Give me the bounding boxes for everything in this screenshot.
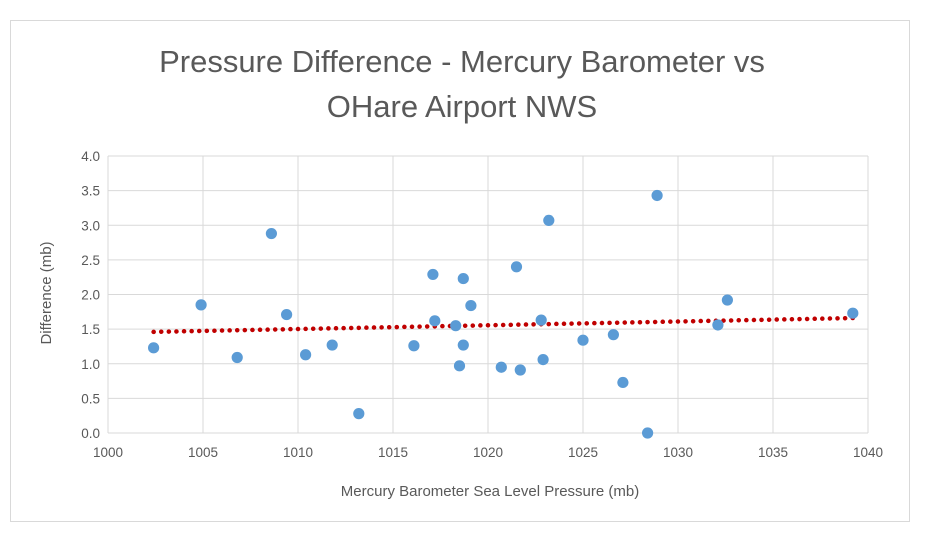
data-point	[617, 376, 629, 389]
gridlines	[107, 155, 869, 434]
data-point	[847, 307, 859, 319]
x-tick-label: 1040	[853, 445, 883, 460]
data-point	[231, 351, 243, 364]
y-tick-label: 0.5	[81, 391, 100, 406]
trendline	[151, 315, 856, 335]
y-tick-label: 2.0	[81, 288, 100, 303]
data-points	[148, 189, 859, 439]
x-tick-label: 1015	[378, 445, 408, 460]
data-point	[607, 329, 620, 341]
data-point	[300, 349, 312, 361]
data-point	[326, 339, 338, 351]
data-point	[408, 340, 420, 352]
y-tick-label: 3.0	[81, 218, 100, 233]
data-point	[543, 214, 555, 227]
data-point	[450, 320, 462, 332]
y-axis-title: Difference (mb)	[38, 241, 55, 344]
data-point	[457, 339, 469, 351]
data-point	[281, 308, 293, 321]
y-tick-label: 0.0	[81, 426, 100, 441]
y-axis-ticks: 0.0 0.5 1.0 1.5 2.0 2.5 3.0 3.5 4.0	[81, 149, 100, 441]
x-tick-label: 1020	[473, 445, 503, 460]
x-tick-label: 1010	[283, 445, 313, 460]
x-axis-ticks: 1000 1005 1010 1015 1020 1025 1030 1035 1040	[93, 445, 883, 460]
data-point	[535, 314, 547, 326]
data-point	[265, 227, 277, 240]
data-point	[712, 319, 724, 331]
data-point	[651, 189, 663, 202]
x-tick-label: 1030	[663, 445, 693, 460]
data-point	[642, 427, 654, 439]
data-point	[721, 294, 734, 306]
data-point	[510, 261, 523, 273]
chart-title-line-1: Pressure Difference - Mercury Barometer …	[159, 44, 765, 79]
data-point	[429, 315, 441, 327]
data-point	[148, 342, 160, 354]
y-tick-label: 2.5	[81, 253, 100, 268]
chart-title-line-2: OHare Airport NWS	[327, 89, 597, 124]
data-point	[195, 299, 207, 311]
data-point	[427, 268, 439, 281]
data-point	[353, 408, 365, 420]
chart-svg: Pressure Difference - Mercury Barometer …	[38, 44, 883, 500]
chart-area: Pressure Difference - Mercury Barometer …	[10, 20, 910, 522]
y-tick-label: 1.5	[81, 322, 100, 337]
x-axis-title: Mercury Barometer Sea Level Pressure (mb…	[341, 483, 639, 500]
trendline-layer	[151, 315, 856, 335]
y-tick-label: 1.0	[81, 357, 100, 372]
y-tick-label: 3.5	[81, 184, 100, 199]
data-point	[514, 364, 526, 376]
data-point	[495, 361, 507, 373]
y-tick-label: 4.0	[81, 149, 100, 164]
data-point	[465, 299, 477, 312]
x-tick-label: 1035	[758, 445, 788, 460]
x-tick-label: 1005	[188, 445, 218, 460]
x-tick-label: 1025	[568, 445, 598, 460]
data-point	[457, 272, 469, 285]
data-point	[537, 353, 549, 366]
data-point	[453, 360, 466, 372]
data-point	[577, 334, 589, 346]
x-tick-label: 1000	[93, 445, 123, 460]
